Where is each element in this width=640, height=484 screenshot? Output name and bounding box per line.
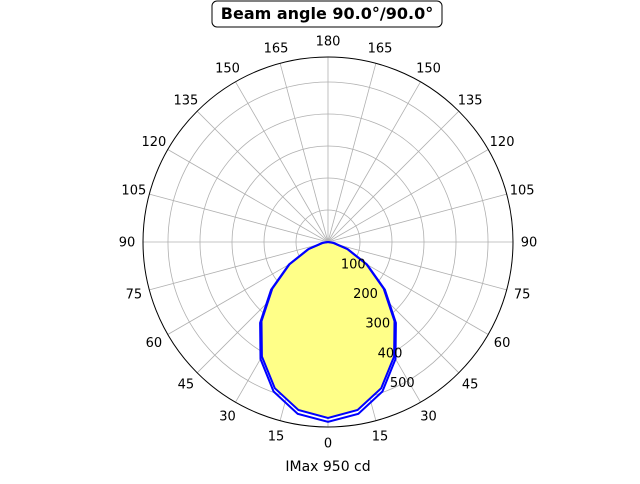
angle-tick-label: 105 — [121, 183, 146, 198]
angular-gridline — [149, 241, 329, 291]
angular-gridline — [149, 193, 329, 243]
radial-tick-label: 500 — [390, 376, 415, 391]
angular-gridline — [167, 149, 329, 243]
angle-tick-label: 0 — [324, 437, 332, 452]
angular-gridline — [327, 81, 421, 243]
angle-tick-label: 45 — [462, 378, 479, 393]
angular-gridline — [279, 63, 329, 243]
angle-tick-label: 75 — [514, 288, 531, 303]
angle-tick-label: 75 — [126, 288, 143, 303]
radial-tick-label: 300 — [365, 317, 390, 332]
angle-tick-label: 15 — [372, 430, 389, 445]
angle-tick-label: 60 — [146, 336, 163, 351]
angle-tick-label: 60 — [494, 336, 511, 351]
angular-gridline — [327, 193, 507, 243]
angle-tick-label: 120 — [490, 135, 515, 150]
angle-tick-label: 120 — [142, 135, 167, 150]
angle-tick-label: 15 — [268, 430, 285, 445]
angular-gridline — [196, 110, 329, 243]
angular-gridline — [235, 81, 329, 243]
angle-tick-label: 45 — [178, 378, 195, 393]
angle-tick-label: 105 — [510, 183, 535, 198]
angular-gridline — [327, 110, 460, 243]
intensity-fill — [261, 242, 395, 418]
angle-tick-label: 30 — [219, 410, 236, 425]
x-axis-label: IMax 950 cd — [285, 459, 370, 475]
angle-tick-label: 135 — [173, 93, 198, 108]
angle-tick-label: 30 — [420, 410, 437, 425]
outer-frame — [142, 56, 514, 428]
radial-tick-label: 400 — [378, 346, 403, 361]
angle-tick-label: 180 — [316, 35, 341, 50]
radial-tick-label: 100 — [341, 258, 366, 273]
angle-tick-label: 165 — [264, 41, 289, 56]
radial-tick-label: 200 — [353, 287, 378, 302]
angular-gridline — [327, 241, 507, 291]
angle-tick-label: 150 — [416, 61, 441, 76]
angle-tick-label: 90 — [521, 236, 538, 251]
chart-title: Beam angle 90.0°/90.0° — [221, 4, 433, 23]
angle-tick-label: 150 — [215, 61, 240, 76]
angle-tick-label: 165 — [368, 41, 393, 56]
angle-tick-label: 135 — [458, 93, 483, 108]
angular-gridline — [327, 63, 377, 243]
angular-gridline — [327, 149, 489, 243]
angle-tick-label: 90 — [119, 236, 136, 251]
intensity-curve-1 — [259, 240, 397, 423]
title-box — [211, 0, 443, 28]
